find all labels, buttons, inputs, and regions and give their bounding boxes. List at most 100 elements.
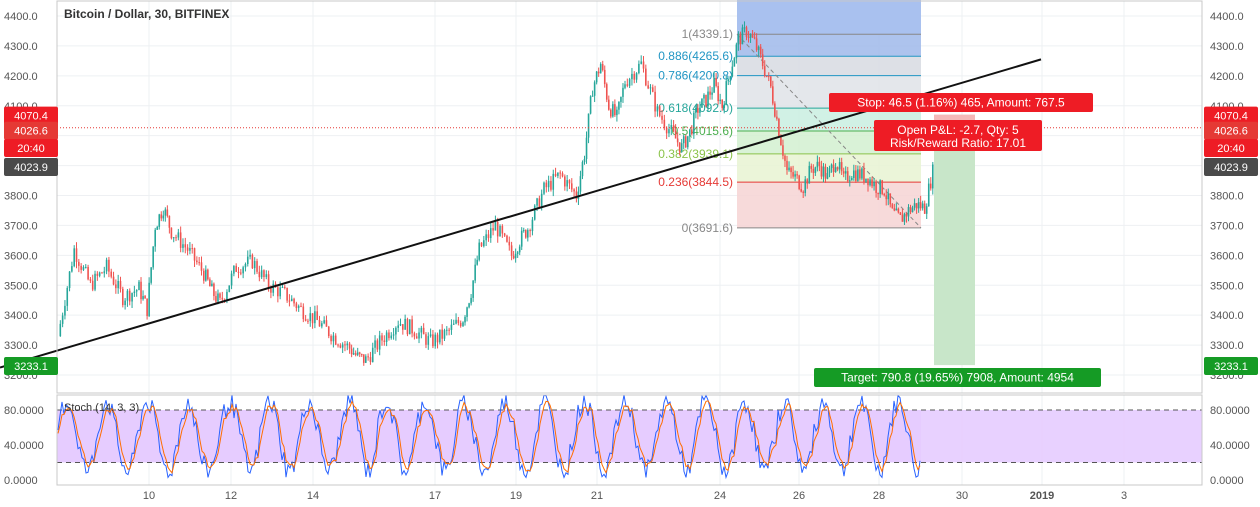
- candle-body: [755, 38, 758, 51]
- candle-body: [411, 319, 413, 334]
- candle-body: [390, 335, 393, 339]
- candle-body: [869, 179, 871, 186]
- candle-body: [516, 252, 519, 254]
- candle-body: [784, 155, 786, 161]
- candle-body: [478, 242, 480, 260]
- candle-body: [152, 246, 154, 268]
- candle-body: [794, 174, 796, 177]
- fibonacci-retracement: 1(4339.1)0.886(4265.6)0.786(4200.8)0.618…: [658, 0, 975, 366]
- last-price-tag-right-text: 4023.9: [1214, 162, 1248, 174]
- fib-level-label: 0(3691.6): [682, 221, 733, 235]
- candle-body: [824, 166, 827, 179]
- x-tick-label: 24: [714, 490, 726, 502]
- candle-body: [429, 334, 432, 337]
- candle-body: [82, 267, 85, 270]
- y-tick-label-left: 3400.0: [4, 310, 38, 322]
- candle-body: [631, 73, 633, 80]
- candle-body: [425, 334, 427, 345]
- candle-body: [290, 298, 293, 302]
- candle-body: [112, 276, 115, 285]
- stoch-d-line: [57, 400, 921, 474]
- candle-body: [540, 193, 543, 208]
- fib-level-label: 0.382(3939.1): [658, 147, 733, 161]
- candle-body: [158, 214, 161, 227]
- candle-body: [96, 273, 99, 276]
- last-price-tag-left: 4023.9: [4, 158, 58, 176]
- candle-body: [830, 164, 833, 169]
- stoch-pane-border: [56, 394, 1203, 486]
- candle-body: [105, 259, 108, 272]
- candle-body: [78, 261, 80, 266]
- candle-body: [624, 84, 626, 88]
- fib-zone: [737, 182, 921, 228]
- countdown-tag-left-text: 20:40: [17, 143, 45, 155]
- stop-price-tag-left: 4070.4: [4, 106, 58, 125]
- candle-body: [654, 91, 656, 112]
- candle-body: [522, 230, 525, 232]
- candle-body: [901, 214, 904, 222]
- candle-body: [381, 335, 383, 341]
- fib-level-label: 1(4339.1): [682, 27, 733, 41]
- target-label-box: [814, 368, 1101, 387]
- stoch-tick-right: 80.0000: [1210, 405, 1250, 417]
- candle-body: [415, 336, 418, 339]
- candle-body: [196, 260, 198, 263]
- candle-body: [226, 291, 228, 300]
- candle-body: [616, 109, 618, 116]
- candle-body: [915, 203, 918, 209]
- candle-body: [656, 106, 659, 112]
- candle-body: [279, 287, 281, 297]
- candle-body: [923, 203, 926, 214]
- candle-body: [828, 168, 831, 173]
- candle-body: [552, 173, 555, 190]
- candle-body: [767, 76, 770, 78]
- candle-body: [272, 283, 275, 293]
- entry-price-tag-left-box: [4, 121, 58, 140]
- candle-body: [98, 272, 101, 276]
- candle-body: [64, 305, 66, 316]
- candle-body: [466, 307, 468, 317]
- rr-label: Risk/Reward Ratio: 17.01: [890, 136, 1026, 150]
- candle-body: [209, 279, 211, 287]
- candle-body: [265, 274, 268, 278]
- position-labels: Stop: 46.5 (1.16%) 465, Amount: 767.5 Ope…: [4, 93, 1258, 387]
- candle-body: [564, 176, 566, 187]
- candle-body: [168, 215, 171, 228]
- candle-body: [877, 192, 879, 195]
- candle-body: [133, 291, 136, 294]
- candle-body: [885, 195, 888, 200]
- candle-body: [66, 287, 69, 306]
- candle-body: [360, 354, 363, 356]
- candle-body: [585, 137, 588, 160]
- candle-body: [448, 329, 450, 331]
- candle-body: [61, 315, 64, 324]
- candle-body: [645, 68, 647, 86]
- candle-body: [323, 320, 325, 324]
- candle-body: [753, 37, 756, 39]
- candle-body: [348, 343, 351, 349]
- candle-body: [450, 324, 453, 330]
- candle-body: [626, 84, 629, 86]
- candle-body: [441, 329, 443, 339]
- candle-body: [73, 248, 75, 267]
- candle-body: [899, 212, 902, 215]
- candle-body: [499, 226, 501, 237]
- candle-body: [462, 322, 464, 327]
- candle-body: [94, 273, 96, 290]
- candle-body: [378, 335, 381, 350]
- candle-body: [506, 235, 508, 242]
- candle-body: [293, 298, 295, 304]
- candle-body: [751, 34, 754, 38]
- candle-body: [383, 340, 386, 342]
- candle-body: [593, 82, 596, 96]
- candle-body: [853, 170, 855, 178]
- fib-trend-line: [736, 33, 922, 229]
- target-price-tag-left-text: 3233.1: [14, 361, 48, 373]
- candle-body: [796, 174, 798, 176]
- candle-body: [818, 161, 821, 166]
- candle-body: [395, 327, 397, 335]
- candle-body: [568, 180, 571, 184]
- candle-body: [89, 279, 92, 281]
- candle-body: [713, 77, 715, 93]
- candle-body: [846, 171, 849, 182]
